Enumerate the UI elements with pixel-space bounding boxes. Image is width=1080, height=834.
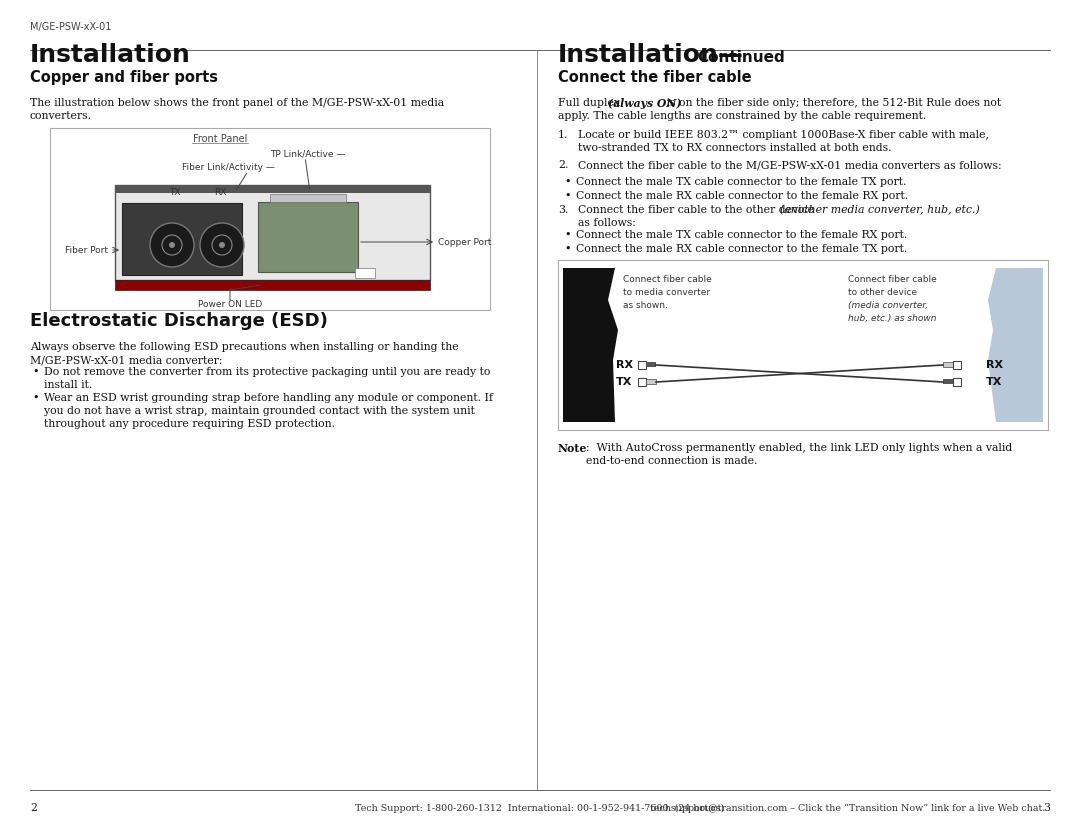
Circle shape — [219, 242, 225, 248]
Text: Continued: Continued — [697, 50, 785, 65]
Bar — [943, 379, 953, 384]
Bar — [943, 362, 953, 367]
Text: Copper Port: Copper Port — [438, 238, 491, 247]
Text: Do not remove the converter from its protective packaging until you are ready to: Do not remove the converter from its pro… — [44, 367, 490, 390]
Text: Connect fiber cable: Connect fiber cable — [623, 275, 712, 284]
Text: to media converter: to media converter — [623, 288, 711, 297]
Bar — [953, 378, 961, 386]
Text: as follows:: as follows: — [578, 218, 636, 228]
Bar — [638, 378, 646, 386]
Bar — [114, 185, 430, 193]
Text: The illustration below shows the front panel of the M/GE-PSW-xX-01 media
convert: The illustration below shows the front p… — [30, 98, 444, 121]
Text: Note: Note — [558, 443, 588, 454]
Text: 2: 2 — [30, 803, 37, 813]
Text: Connect the male RX cable connector to the female RX port.: Connect the male RX cable connector to t… — [576, 191, 908, 201]
Text: Copper and fiber ports: Copper and fiber ports — [30, 70, 218, 85]
Text: Connect the fiber cable to the M/GE-PSW-xX-01 media converters as follows:: Connect the fiber cable to the M/GE-PSW-… — [578, 160, 1001, 170]
Text: Connect the fiber cable to the other device: Connect the fiber cable to the other dev… — [578, 205, 818, 215]
Text: (another media converter, hub, etc.): (another media converter, hub, etc.) — [780, 205, 980, 215]
Bar — [638, 361, 646, 369]
Text: 3: 3 — [1043, 803, 1050, 813]
Circle shape — [200, 223, 244, 267]
Text: techsupport@transition.com – Click the “Transition Now” link for a live Web chat: techsupport@transition.com – Click the “… — [650, 803, 1045, 812]
Text: •: • — [564, 244, 570, 254]
Bar — [270, 194, 346, 202]
Text: Connect the male TX cable connector to the female TX port.: Connect the male TX cable connector to t… — [576, 177, 906, 187]
Text: •: • — [564, 230, 570, 240]
Text: TP Link/Active —: TP Link/Active — — [270, 149, 346, 158]
Text: :  With AutoCross permanently enabled, the link LED only lights when a valid
end: : With AutoCross permanently enabled, th… — [586, 443, 1012, 466]
Text: Connect the fiber cable: Connect the fiber cable — [558, 70, 752, 85]
Bar — [558, 260, 1048, 430]
Text: •: • — [564, 191, 570, 201]
Bar — [114, 185, 430, 280]
Text: 2.: 2. — [558, 160, 568, 170]
Bar — [646, 379, 656, 384]
Text: Fiber Link/Activity —: Fiber Link/Activity — — [183, 163, 275, 172]
Text: Installation—: Installation— — [558, 43, 744, 67]
Text: (always ON): (always ON) — [608, 98, 681, 109]
Text: RX: RX — [616, 360, 633, 370]
Bar — [114, 280, 430, 290]
Text: •: • — [32, 367, 39, 377]
Text: Always observe the following ESD precautions when installing or handing the
M/GE: Always observe the following ESD precaut… — [30, 342, 459, 365]
Text: Power ON LED: Power ON LED — [198, 300, 262, 309]
Bar — [355, 268, 375, 278]
Text: Installation: Installation — [30, 43, 191, 67]
Bar — [646, 362, 656, 367]
Text: (media converter,: (media converter, — [848, 301, 928, 310]
Text: 3.: 3. — [558, 205, 568, 215]
Bar — [953, 361, 961, 369]
Text: apply. The cable lengths are constrained by the cable requirement.: apply. The cable lengths are constrained… — [558, 111, 927, 121]
Bar — [122, 203, 242, 275]
Text: hub, etc.) as shown: hub, etc.) as shown — [848, 314, 936, 323]
Polygon shape — [988, 268, 1043, 422]
Text: TX: TX — [616, 377, 633, 387]
Text: to other device: to other device — [848, 288, 917, 297]
Text: is on the fiber side only; therefore, the 512-Bit Rule does not: is on the fiber side only; therefore, th… — [663, 98, 1001, 108]
Text: Full duplex: Full duplex — [558, 98, 623, 108]
Polygon shape — [563, 268, 618, 422]
Text: Connect fiber cable: Connect fiber cable — [848, 275, 936, 284]
Bar — [50, 128, 490, 310]
Text: Tech Support: 1-800-260-1312  International: 00-1-952-941-7600  (24 hours): Tech Support: 1-800-260-1312 Internation… — [355, 803, 725, 812]
Circle shape — [168, 242, 175, 248]
Text: Fiber Port: Fiber Port — [65, 245, 108, 254]
Text: M/GE-PSW-xX-01: M/GE-PSW-xX-01 — [30, 22, 111, 32]
Circle shape — [150, 223, 194, 267]
Text: Locate or build IEEE 803.2™ compliant 1000Base-X fiber cable with male,
two-stra: Locate or build IEEE 803.2™ compliant 10… — [578, 130, 989, 153]
Text: RX: RX — [214, 188, 226, 197]
Text: •: • — [564, 177, 570, 187]
Text: Wear an ESD wrist grounding strap before handling any module or component. If
yo: Wear an ESD wrist grounding strap before… — [44, 393, 492, 430]
Text: Connect the male TX cable connector to the female RX port.: Connect the male TX cable connector to t… — [576, 230, 907, 240]
Text: TX: TX — [986, 377, 1002, 387]
Text: 1.: 1. — [558, 130, 568, 140]
Text: Connect the male RX cable connector to the female TX port.: Connect the male RX cable connector to t… — [576, 244, 907, 254]
Text: Electrostatic Discharge (ESD): Electrostatic Discharge (ESD) — [30, 312, 328, 330]
Bar — [258, 202, 357, 272]
Text: RX: RX — [986, 360, 1003, 370]
Text: Front Panel: Front Panel — [193, 134, 247, 144]
Text: as shown.: as shown. — [623, 301, 667, 310]
Text: TX: TX — [170, 188, 180, 197]
Text: •: • — [32, 393, 39, 403]
